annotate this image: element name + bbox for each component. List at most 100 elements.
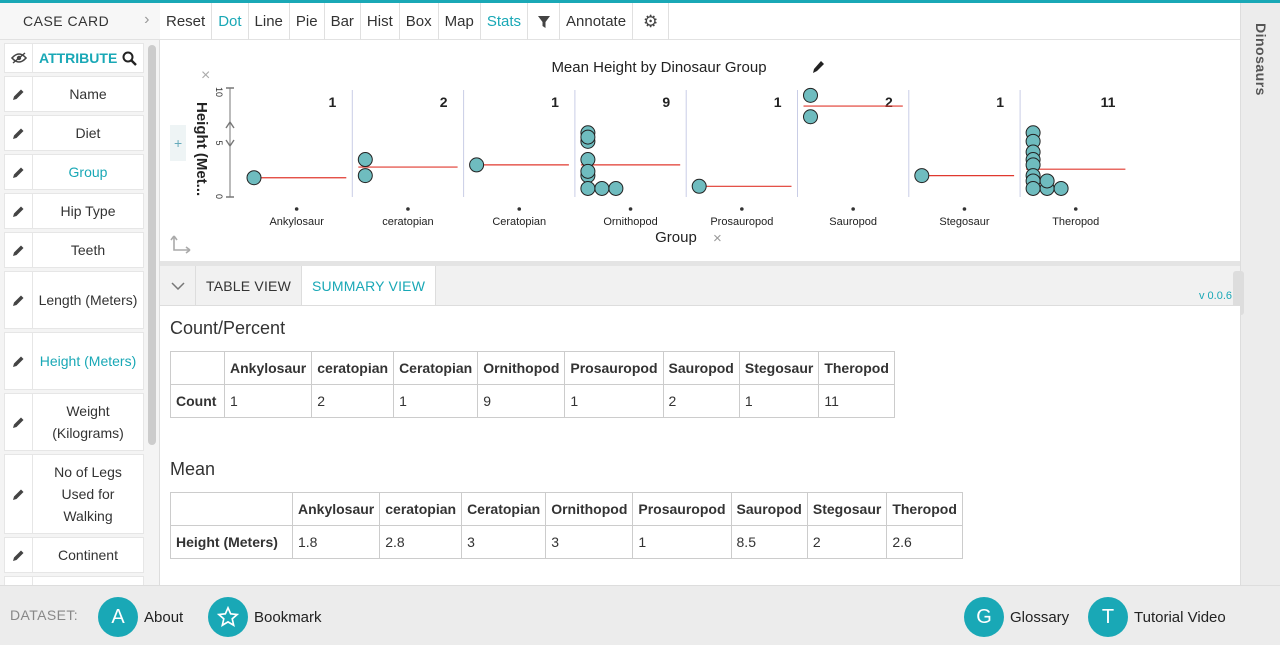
graph-toolbar: Reset Dot Line Pie Bar Hist Box Map Stat…: [160, 3, 1240, 40]
x-tick-mark: [406, 207, 410, 211]
settings-button[interactable]: ⚙: [633, 3, 670, 40]
attribute-item-height-meters-[interactable]: Height (Meters): [4, 332, 144, 390]
attribute-label: Continent: [58, 547, 118, 563]
attribute-list: ATTRIBUTE Name Diet Group Hip Type Teeth Leng…: [4, 43, 144, 585]
dot-plot[interactable]: Mean Height by Dinosaur Group × + Height (M…: [160, 40, 1240, 262]
pencil-icon[interactable]: [5, 455, 33, 533]
annotate-button[interactable]: Annotate: [560, 3, 634, 40]
about-button[interactable]: A About: [98, 597, 183, 637]
mean-cell: 3: [461, 525, 547, 559]
dataset-rail[interactable]: Dinosaurs: [1240, 3, 1280, 585]
mean-row-label: Height (Meters): [170, 525, 293, 559]
x-tick-mark: [294, 207, 299, 211]
axis-swap-icon[interactable]: [170, 235, 191, 254]
data-point[interactable]: [580, 129, 596, 145]
attribute-item-diet[interactable]: Diet: [4, 115, 144, 151]
pencil-icon[interactable]: [813, 61, 824, 73]
pencil-icon[interactable]: [5, 577, 33, 585]
attribute-item-group[interactable]: Group: [4, 154, 144, 190]
footer-bar: DATASET: A About Bookmark G Glossary T T…: [0, 585, 1280, 645]
pencil-icon[interactable]: [5, 155, 33, 189]
count-cell: 1: [393, 384, 479, 418]
data-point[interactable]: [691, 178, 707, 194]
about-icon: A: [98, 597, 138, 637]
chevron-down-icon[interactable]: [160, 266, 196, 305]
data-point[interactable]: [803, 87, 818, 103]
stats-button[interactable]: Stats: [481, 3, 528, 40]
about-label: About: [144, 608, 184, 626]
data-point[interactable]: [594, 180, 610, 196]
y-axis-drag-handle[interactable]: [225, 120, 235, 148]
x-tick-mark: [962, 207, 967, 211]
data-point[interactable]: [357, 168, 373, 184]
x-tick-label: Ceratopian: [492, 216, 546, 228]
case-card-header[interactable]: CASE CARD ›: [0, 3, 160, 40]
bookmark-button[interactable]: Bookmark: [208, 597, 322, 637]
search-icon[interactable]: [122, 44, 143, 72]
tab-table-view[interactable]: TABLE VIEW: [196, 266, 302, 305]
tutorial-video-button[interactable]: T Tutorial Video: [1088, 597, 1226, 637]
data-point[interactable]: [1053, 180, 1069, 196]
gear-icon: ⚙: [642, 11, 659, 31]
attribute-scrollbar[interactable]: [148, 45, 156, 445]
category-count-label: 1: [329, 94, 337, 110]
data-point[interactable]: [580, 163, 596, 179]
add-attribute-drop[interactable]: [170, 125, 186, 161]
attribute-item-length-meters-[interactable]: Length (Meters): [4, 271, 144, 329]
filter-button[interactable]: [528, 3, 560, 40]
attribute-item-name[interactable]: Name: [4, 76, 144, 112]
eye-icon[interactable]: [5, 44, 33, 72]
attribute-item-geological[interactable]: Geological: [4, 576, 144, 585]
hist-button[interactable]: Hist: [361, 3, 400, 40]
x-tick-label: Ankylosaur: [269, 216, 324, 228]
pie-button[interactable]: Pie: [290, 3, 325, 40]
dataset-label: DATASET:: [10, 607, 79, 623]
data-point[interactable]: [580, 180, 596, 196]
rail-collapse-handle[interactable]: [1233, 271, 1244, 315]
x-tick-label: ceratopian: [382, 216, 433, 228]
pencil-icon[interactable]: [5, 272, 33, 328]
attribute-item-hip-type[interactable]: Hip Type: [4, 193, 144, 229]
attribute-item-no-of-legs-used-for-walking[interactable]: No of Legs Used for Walking: [4, 454, 144, 534]
glossary-button[interactable]: G Glossary: [964, 597, 1069, 637]
y-tick-label: 5: [214, 141, 224, 146]
count-col-header: Stegosaur: [738, 351, 820, 385]
map-button[interactable]: Map: [439, 3, 481, 40]
data-point[interactable]: [803, 109, 818, 125]
count-cell: 1: [564, 384, 664, 418]
tutorial-icon: T: [1088, 597, 1128, 637]
bar-button[interactable]: Bar: [325, 3, 361, 40]
pencil-icon[interactable]: [5, 194, 33, 228]
line-button[interactable]: Line: [249, 3, 290, 40]
attribute-item-teeth[interactable]: Teeth: [4, 232, 144, 268]
graph-resize-bar[interactable]: [160, 261, 1240, 266]
data-point[interactable]: [469, 157, 485, 173]
pencil-icon[interactable]: [5, 538, 33, 572]
reset-button[interactable]: Reset: [160, 3, 213, 40]
data-point[interactable]: [1039, 173, 1055, 189]
tutorial-label: Tutorial Video: [1134, 608, 1226, 626]
pencil-icon[interactable]: [5, 394, 33, 450]
data-point[interactable]: [246, 170, 262, 186]
top-accent-line: [0, 0, 1280, 3]
data-point[interactable]: [914, 168, 930, 184]
plus-icon: +: [174, 135, 182, 151]
attribute-item-weight-kilograms-[interactable]: Weight (Kilograms): [4, 393, 144, 451]
box-button[interactable]: Box: [400, 3, 439, 40]
pencil-icon[interactable]: [5, 233, 33, 267]
data-point[interactable]: [357, 152, 373, 168]
attribute-header-label: ATTRIBUTE: [39, 50, 118, 66]
pencil-icon[interactable]: [5, 116, 33, 150]
x-tick-label: Prosauropod: [710, 216, 773, 228]
data-point[interactable]: [1025, 180, 1041, 196]
tab-summary-view[interactable]: SUMMARY VIEW: [301, 266, 437, 305]
data-point[interactable]: [608, 180, 624, 196]
attribute-label: Length (Meters): [38, 292, 138, 308]
chevron-right-icon[interactable]: ›: [144, 11, 150, 28]
attribute-item-continent[interactable]: Continent: [4, 537, 144, 573]
dot-button[interactable]: Dot: [212, 3, 249, 40]
mean-col-header: Sauropod: [730, 492, 808, 526]
pencil-icon[interactable]: [5, 333, 33, 389]
dot-plot-area: Mean Height by Dinosaur Group × + Height (M…: [160, 40, 1240, 262]
pencil-icon[interactable]: [5, 77, 33, 111]
